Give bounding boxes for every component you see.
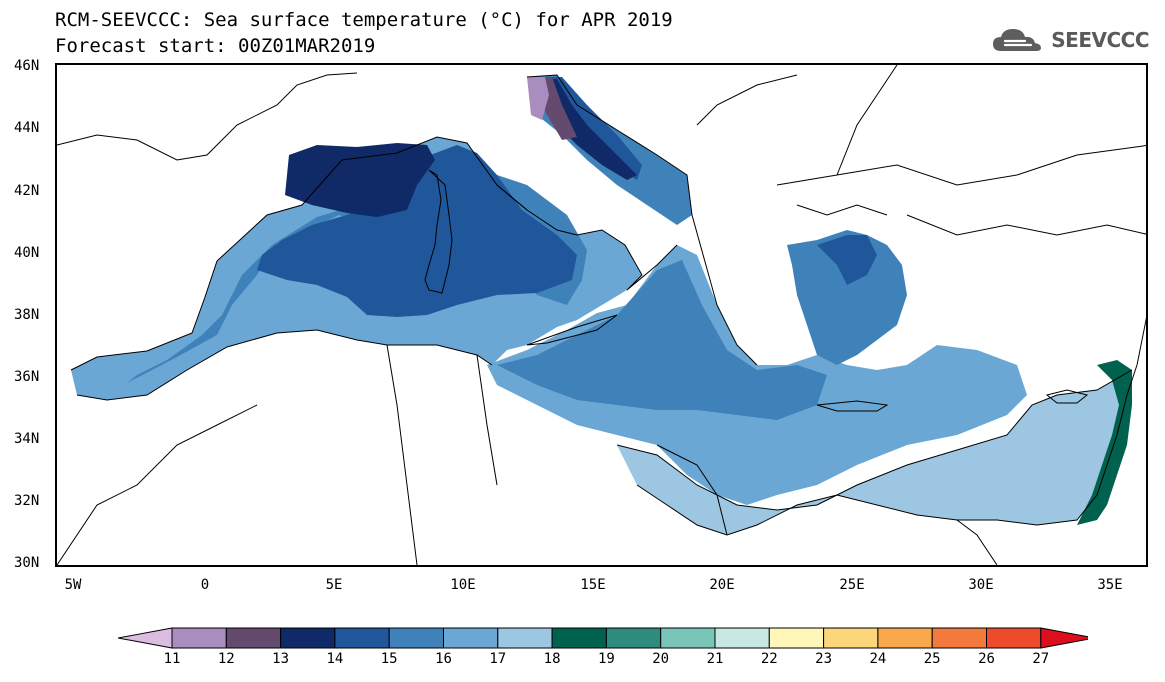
lat-label: 46N xyxy=(14,58,40,74)
colorbar-cell xyxy=(551,627,607,649)
lon-label: 5E xyxy=(325,577,343,593)
lat-label: 42N xyxy=(14,183,40,199)
lat-label: 36N xyxy=(14,369,40,385)
lat-label: 38N xyxy=(14,307,40,323)
colorbar-cell xyxy=(443,627,499,649)
colorbar-label: 25 xyxy=(923,651,941,667)
colorbar xyxy=(118,627,1088,649)
colorbar-label: 22 xyxy=(760,651,778,667)
colorbar-cell xyxy=(497,627,553,649)
map-panel xyxy=(55,63,1148,567)
colorbar-label: 16 xyxy=(435,651,452,667)
colorbar-cell xyxy=(225,627,282,649)
colorbar-cell xyxy=(280,627,336,649)
colorbar-cell xyxy=(714,627,770,649)
lon-label: 20E xyxy=(709,577,735,593)
lon-label: 10E xyxy=(450,577,476,593)
colorbar-cell xyxy=(877,627,933,649)
colorbar-cell xyxy=(768,627,825,649)
colorbar-label: 20 xyxy=(652,651,670,667)
colorbar-cell xyxy=(334,627,390,649)
colorbar-label: 23 xyxy=(815,651,833,667)
colorbar-label: 12 xyxy=(217,651,235,667)
lon-label: 5W xyxy=(64,577,82,593)
colorbar-label: 26 xyxy=(978,651,995,667)
colorbar-cell xyxy=(986,627,1042,649)
colorbar-label: 15 xyxy=(380,651,398,667)
colorbar-label: 24 xyxy=(869,651,887,667)
colorbar-cell xyxy=(823,627,879,649)
sea-fields xyxy=(71,75,1132,535)
lon-label: 30E xyxy=(968,577,994,593)
colorbar-label: 21 xyxy=(706,651,724,667)
lat-label: 40N xyxy=(14,245,40,261)
cloud-icon xyxy=(993,29,1042,51)
chart-title: RCM-SEEVCCC: Sea surface temperature (°C… xyxy=(55,9,673,31)
lat-label: 32N xyxy=(14,493,40,509)
sst-map xyxy=(57,65,1146,565)
lon-label: 35E xyxy=(1097,577,1123,593)
colorbar-cell xyxy=(388,627,445,649)
lon-label: 15E xyxy=(580,577,606,593)
lat-label: 30N xyxy=(14,555,40,571)
colorbar-label: 14 xyxy=(326,651,344,667)
colorbar-cell xyxy=(118,627,173,649)
lat-label: 34N xyxy=(14,431,40,447)
colorbar-cell xyxy=(1040,627,1088,649)
colorbar-label: 18 xyxy=(543,651,561,667)
colorbar-label: 27 xyxy=(1032,651,1050,667)
lat-label: 44N xyxy=(14,120,40,136)
colorbar-cell xyxy=(171,627,227,649)
colorbar-label: 11 xyxy=(163,651,181,667)
coastlines xyxy=(57,65,1146,565)
forecast-start: Forecast start: 00Z01MAR2019 xyxy=(55,35,376,57)
colorbar-cell xyxy=(660,627,716,649)
seevccc-logo: SEEVCCC xyxy=(991,22,1149,58)
logo-text: SEEVCCC xyxy=(1051,28,1149,52)
lon-label: 0 xyxy=(200,577,210,593)
colorbar-cell xyxy=(605,627,662,649)
colorbar-cell xyxy=(931,627,988,649)
colorbar-label: 13 xyxy=(272,651,290,667)
colorbar-label: 17 xyxy=(489,651,507,667)
colorbar-label: 19 xyxy=(597,651,615,667)
lon-label: 25E xyxy=(839,577,865,593)
